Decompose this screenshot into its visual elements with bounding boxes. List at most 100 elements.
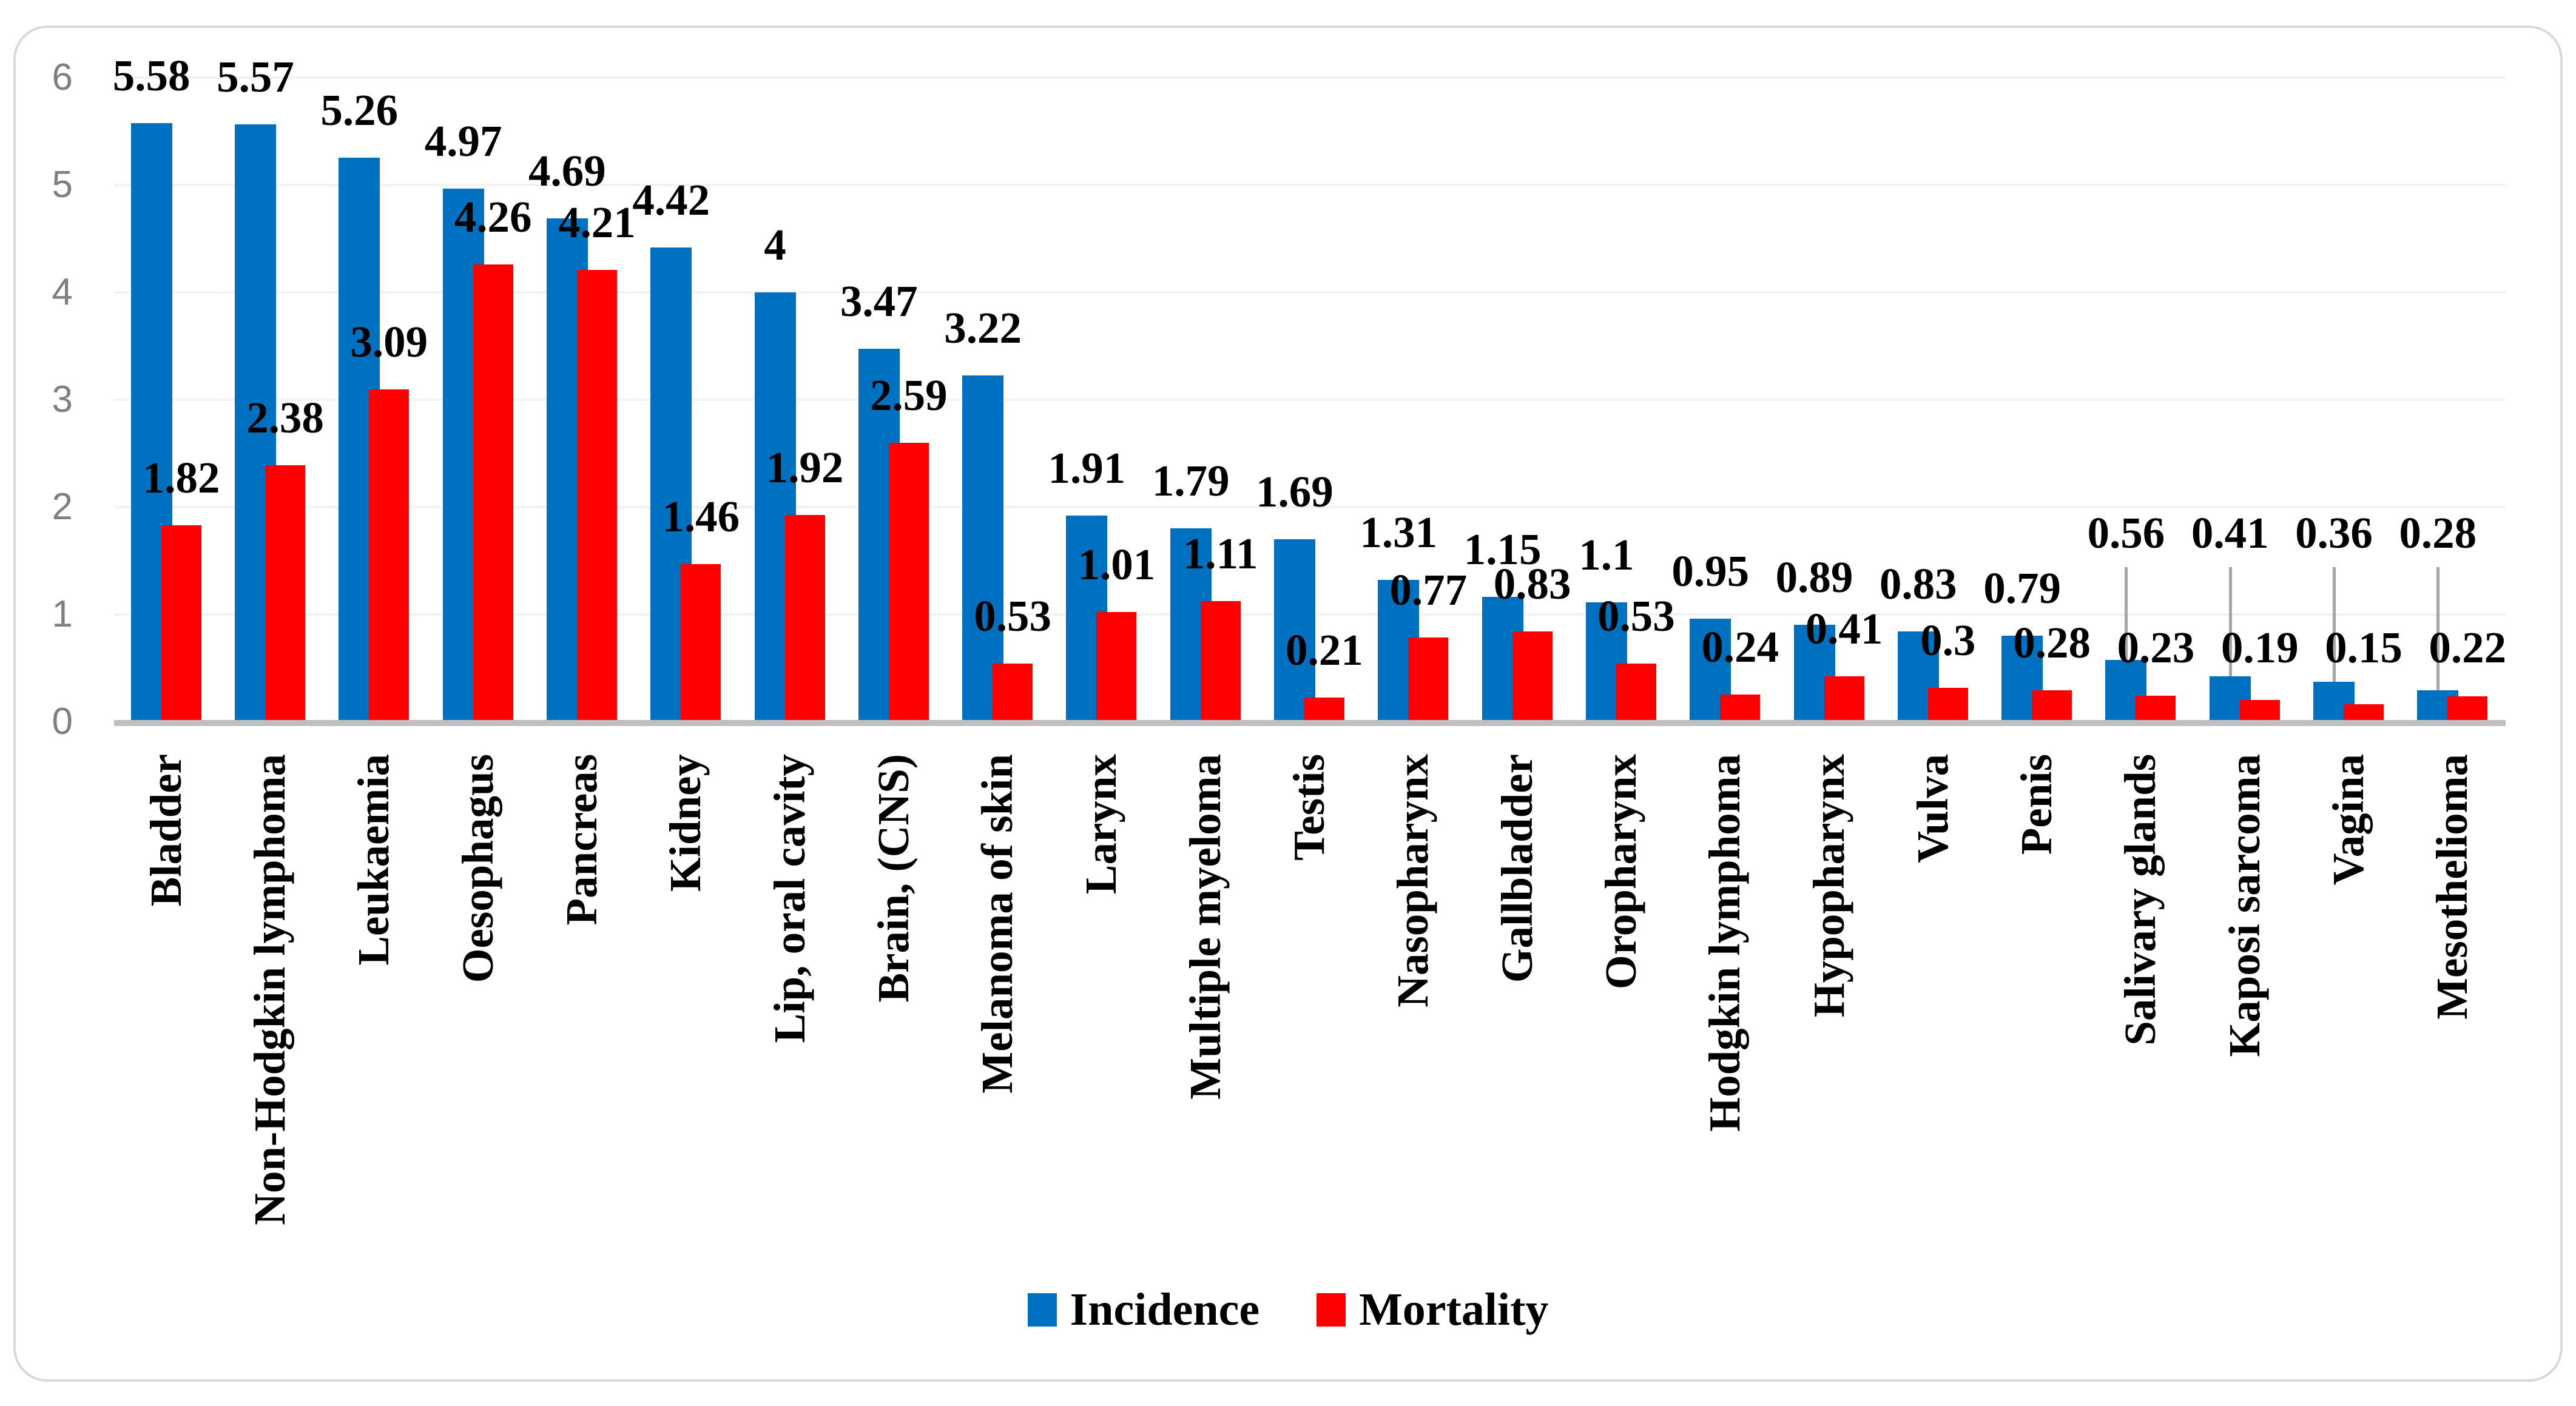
mortality-bar (1304, 698, 1344, 720)
mortality-value-label: 1.92 (766, 442, 844, 492)
legend-label-incidence: Incidence (1070, 1284, 1260, 1335)
mortality-value-label: 0.19 (2220, 623, 2299, 672)
mortality-value-label: 4.21 (558, 197, 636, 247)
mortality-bar (161, 525, 201, 720)
mortality-value-label: 2.59 (869, 371, 948, 420)
mortality-value-label: 0.22 (2429, 623, 2507, 672)
mortality-value-label: 1.01 (1077, 539, 1156, 589)
category-label: Bladder (141, 754, 191, 907)
mortality-bar (265, 465, 305, 720)
mortality-bar (1200, 601, 1241, 720)
leader-line (2333, 567, 2336, 684)
category-label: Vulva (1907, 754, 1957, 863)
category-label: Lip, oral cavity (764, 754, 814, 1043)
category-label: Testis (1284, 754, 1334, 861)
category-label: Kidney (661, 754, 710, 892)
incidence-value-label: 0.41 (2191, 508, 2269, 557)
category-label: Vagina (2324, 754, 2373, 886)
mortality-value-label: 0.21 (1286, 625, 1363, 674)
y-axis-tick-label: 0 (52, 701, 73, 742)
mortality-bar (473, 264, 513, 720)
incidence-value-label: 1.31 (1360, 508, 1438, 557)
legend-item-incidence: Incidence (1027, 1283, 1260, 1336)
incidence-value-label: 1.1 (1579, 530, 1634, 580)
mortality-value-label: 0.15 (2325, 623, 2402, 672)
category-label: Salivary glands (2116, 754, 2165, 1046)
gridline (114, 291, 2506, 294)
incidence-bar (1273, 539, 1315, 720)
mortality-bar (2344, 704, 2384, 720)
legend: Incidence Mortality (0, 1283, 2576, 1336)
category-label: Pancreas (556, 754, 606, 926)
mortality-bar (1927, 688, 1968, 720)
category-label: Kaposi sarcoma (2219, 754, 2269, 1057)
mortality-value-label: 0.24 (1701, 622, 1779, 671)
mortality-bar (369, 389, 410, 720)
leader-line (2125, 567, 2128, 663)
incidence-value-label: 5.58 (112, 51, 191, 101)
mortality-value-label: 0.53 (1597, 591, 1675, 641)
y-axis-tick-label: 1 (52, 593, 73, 635)
category-label: Hodgkin lymphoma (1700, 754, 1750, 1132)
mortality-bar (2447, 696, 2488, 720)
gridline (114, 506, 2506, 508)
incidence-value-label: 1.69 (1256, 467, 1334, 517)
mortality-bar (2239, 699, 2280, 720)
incidence-value-label: 0.36 (2295, 508, 2373, 557)
mortality-value-label: 3.09 (350, 317, 428, 367)
leader-line (2436, 567, 2440, 693)
category-label: Brain, (CNS) (868, 754, 918, 1003)
category-label: Non-Hodgkin lymphoma (245, 754, 294, 1225)
mortality-bar (681, 563, 721, 720)
mortality-bar (784, 514, 825, 720)
category-label: Melanoma of skin (973, 754, 1022, 1094)
mortality-value-label: 2.38 (246, 393, 324, 443)
category-label: Larynx (1076, 754, 1126, 895)
category-label: Leukaemia (349, 754, 399, 966)
incidence-value-label: 1.15 (1463, 525, 1542, 574)
incidence-value-label: 5.26 (320, 85, 399, 135)
legend-item-mortality: Mortality (1317, 1283, 1548, 1336)
incidence-value-label: 0.28 (2399, 508, 2477, 557)
chart-border (13, 25, 2563, 1382)
category-label: Penis (2012, 754, 2062, 855)
legend-swatch-incidence-icon (1027, 1293, 1057, 1327)
mortality-value-label: 0.28 (2013, 617, 2091, 667)
mortality-value-label: 0.23 (2117, 623, 2195, 672)
incidence-value-label: 0.79 (1983, 563, 2061, 613)
mortality-bar (2032, 690, 2072, 720)
incidence-value-label: 4 (764, 220, 786, 269)
incidence-value-label: 4.97 (424, 116, 502, 166)
mortality-bar (1408, 637, 1449, 720)
mortality-bar (2136, 695, 2176, 720)
mortality-value-label: 1.46 (662, 491, 740, 541)
mortality-value-label: 1.11 (1182, 529, 1258, 579)
mortality-bar (1720, 694, 1761, 720)
mortality-bar (1512, 631, 1553, 720)
mortality-bar (1616, 663, 1656, 720)
category-label: Mesothelioma (2427, 754, 2477, 1020)
y-axis-tick-label: 2 (52, 486, 73, 528)
leader-line (2228, 567, 2232, 679)
incidence-value-label: 1.91 (1048, 443, 1126, 493)
mortality-value-label: 0.41 (1805, 604, 1883, 653)
mortality-value-label: 4.26 (454, 192, 532, 241)
category-label: Hypopharynx (1804, 754, 1853, 1018)
legend-label-mortality: Mortality (1359, 1284, 1549, 1335)
mortality-value-label: 0.77 (1389, 565, 1468, 615)
category-label: Gallbladder (1492, 754, 1542, 983)
incidence-value-label: 4.69 (528, 146, 606, 196)
mortality-bar (1096, 611, 1137, 720)
gridline (114, 76, 2506, 79)
mortality-bar (1824, 676, 1864, 720)
x-axis-line (114, 720, 2506, 726)
y-axis-tick-label: 5 (52, 164, 73, 206)
mortality-bar (993, 663, 1033, 720)
incidence-value-label: 5.57 (217, 52, 294, 101)
mortality-value-label: 0.83 (1493, 559, 1571, 608)
incidence-bar (962, 375, 1004, 720)
incidence-value-label: 1.79 (1151, 456, 1230, 506)
category-label: Nasopharynx (1388, 754, 1438, 1007)
incidence-value-label: 0.89 (1775, 553, 1853, 602)
